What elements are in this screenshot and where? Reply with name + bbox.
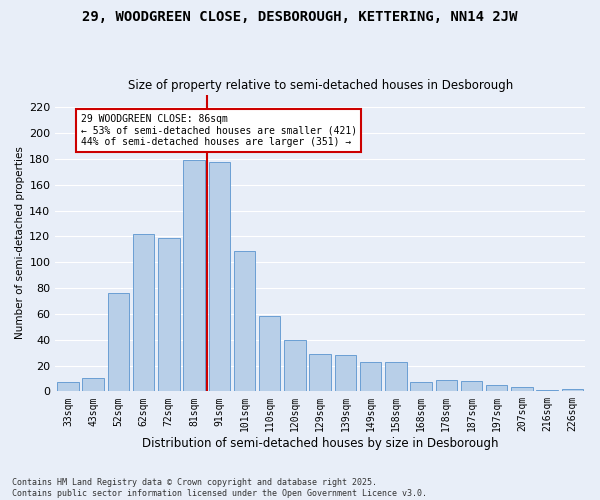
Bar (82, 378, 104, 392)
Bar (234, 250, 255, 392)
X-axis label: Distribution of semi-detached houses by size in Desborough: Distribution of semi-detached houses by … (142, 437, 499, 450)
Bar (259, 316, 280, 392)
Bar (284, 340, 305, 392)
Text: Contains HM Land Registry data © Crown copyright and database right 2025.
Contai: Contains HM Land Registry data © Crown c… (12, 478, 427, 498)
Bar (310, 354, 331, 392)
Text: 29 WOODGREEN CLOSE: 86sqm
← 53% of semi-detached houses are smaller (421)
44% of: 29 WOODGREEN CLOSE: 86sqm ← 53% of semi-… (80, 114, 356, 147)
Bar (486, 385, 508, 392)
Y-axis label: Number of semi-detached properties: Number of semi-detached properties (15, 146, 25, 340)
Bar (183, 160, 205, 392)
Title: Size of property relative to semi-detached houses in Desborough: Size of property relative to semi-detach… (128, 79, 513, 92)
Bar (436, 380, 457, 392)
Bar (133, 234, 154, 392)
Bar (536, 390, 558, 392)
Bar (335, 355, 356, 392)
Bar (57, 382, 79, 392)
Bar (360, 362, 382, 392)
Bar (209, 162, 230, 392)
Bar (410, 382, 432, 392)
Bar (107, 294, 129, 392)
Bar (385, 362, 407, 392)
Bar (511, 388, 533, 392)
Bar (562, 389, 583, 392)
Bar (461, 381, 482, 392)
Text: 29, WOODGREEN CLOSE, DESBOROUGH, KETTERING, NN14 2JW: 29, WOODGREEN CLOSE, DESBOROUGH, KETTERI… (82, 10, 518, 24)
Bar (158, 238, 179, 392)
